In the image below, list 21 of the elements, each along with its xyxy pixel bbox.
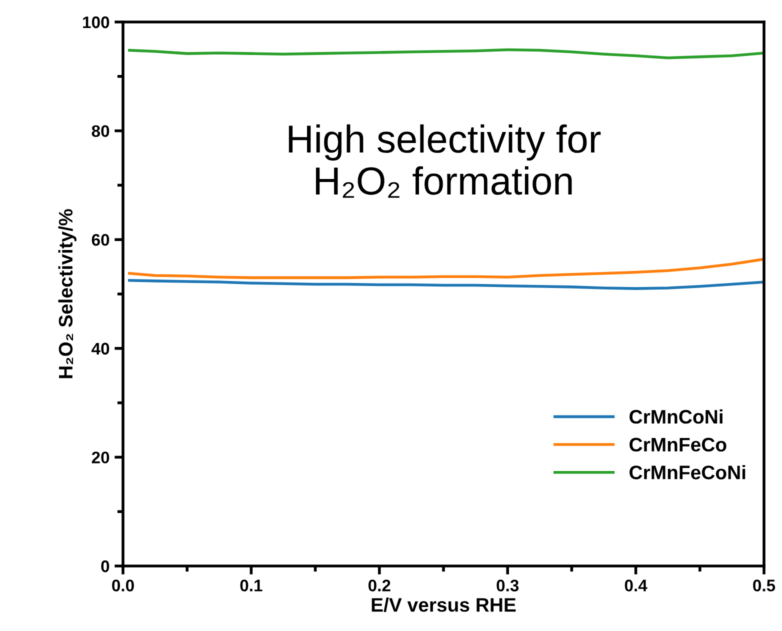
line-series [128,258,764,280]
y-tick-label: 60 [92,234,110,246]
x-tick-label: 0.5 [753,580,776,592]
x-axis-title: E/V versus RHE [372,598,516,612]
y-tick-label: 40 [92,342,110,355]
y-tick-label: 100 [83,16,110,28]
x-tick-label: 0.4 [624,580,648,592]
annotation: High selectivity for H₂O₂ formation [288,124,601,198]
y-axis-title: H₂O₂ Selectivity/% [58,209,76,378]
line-series [128,48,764,60]
x-tick-label: 0.3 [496,580,519,592]
legend-label: CrMnCoNi [630,409,722,424]
x-tick-label: 0.2 [368,580,390,592]
line-series [128,279,764,290]
y-tick-label: 0 [101,560,110,572]
x-tick-label: 0.0 [112,580,134,592]
y-tick-label: 80 [92,125,110,138]
y-tick-label: 20 [92,452,110,464]
x-tick-label: 0.1 [240,580,262,592]
legend-label: CrMnFeCo [630,438,726,452]
legend-label: CrMnFeCoNi [630,465,746,480]
